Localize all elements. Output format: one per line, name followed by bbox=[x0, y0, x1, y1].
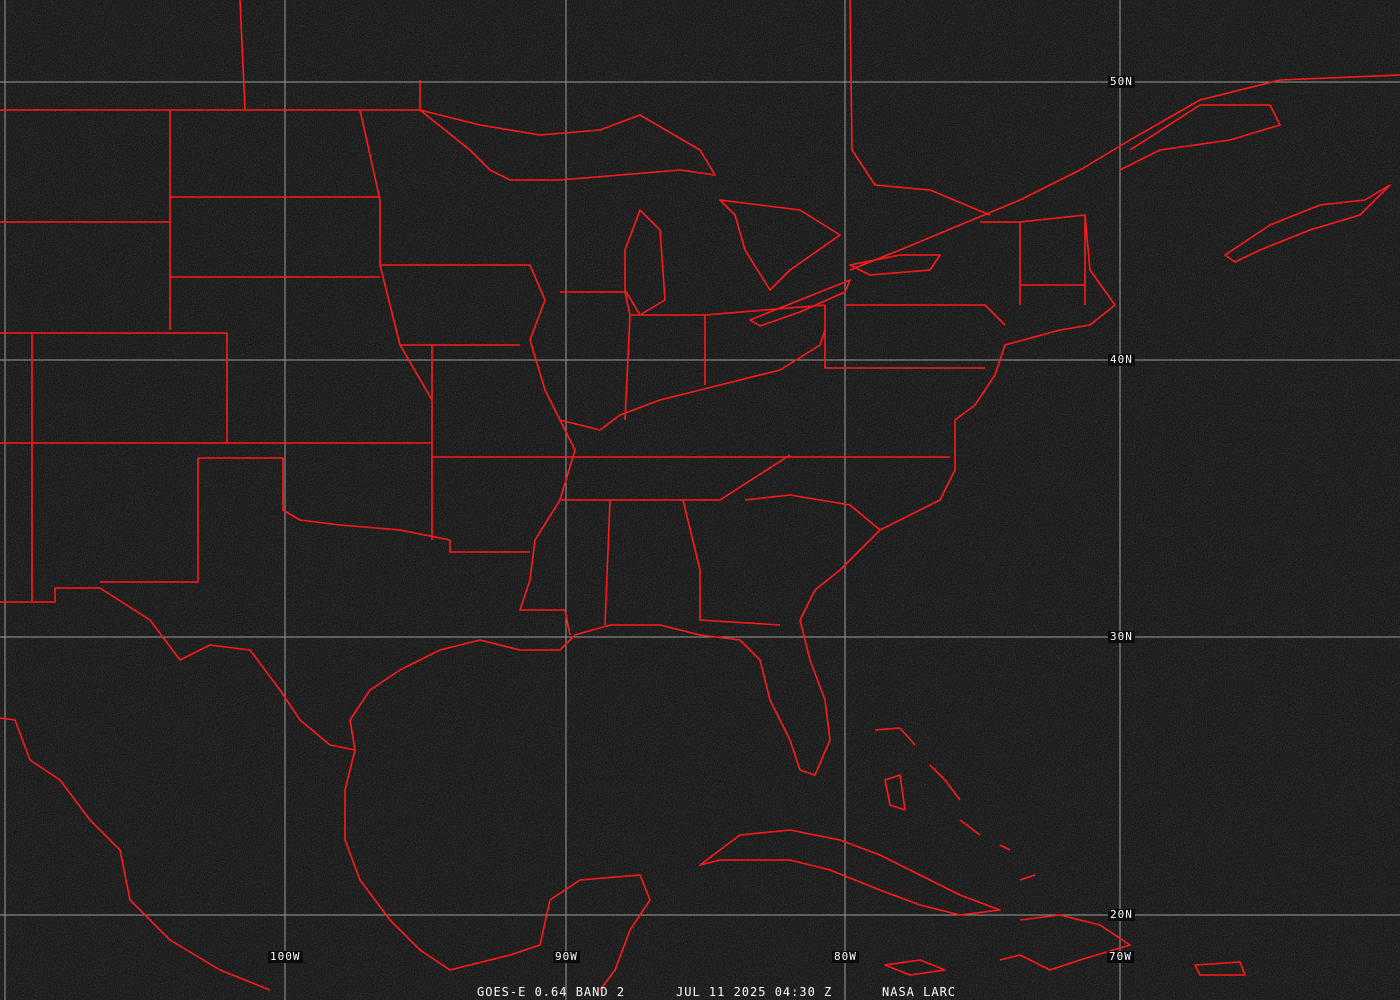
lon-label-100w: 100W bbox=[268, 950, 303, 963]
lon-label-70w: 70W bbox=[1107, 950, 1134, 963]
coastline-pacific-mexico bbox=[0, 717, 271, 991]
coastline-canada bbox=[849, 74, 1400, 271]
cuba bbox=[699, 829, 1001, 916]
puerto-rico bbox=[1194, 961, 1246, 976]
bahamas bbox=[874, 727, 1036, 881]
lon-label-80w: 80W bbox=[832, 950, 859, 963]
satellite-band: GOES-E 0.64 BAND 2 bbox=[477, 985, 626, 999]
lon-label-90w: 90W bbox=[553, 950, 580, 963]
jamaica bbox=[884, 959, 946, 976]
lat-label-40n: 40N bbox=[1108, 353, 1135, 366]
lake-ontario bbox=[849, 254, 941, 276]
lake-superior bbox=[419, 109, 716, 181]
image-caption: GOES-E 0.64 BAND 2 JUL 11 2025 04:30 Z N… bbox=[0, 985, 1400, 999]
hudson-bay-shore bbox=[849, 0, 991, 216]
coastline-nova-scotia bbox=[1224, 184, 1391, 263]
lake-erie bbox=[749, 279, 851, 327]
lat-label-30n: 30N bbox=[1108, 630, 1135, 643]
image-credit: NASA LARC bbox=[882, 985, 957, 999]
coastline-gaspe bbox=[1119, 104, 1281, 171]
state-borders bbox=[0, 0, 1116, 751]
lake-huron bbox=[719, 199, 841, 291]
lat-label-50n: 50N bbox=[1108, 75, 1135, 88]
lat-label-20n: 20N bbox=[1108, 908, 1135, 921]
coastline-east-gulf bbox=[344, 304, 1116, 991]
image-datetime: JUL 11 2025 04:30 Z bbox=[676, 985, 833, 999]
hispaniola bbox=[999, 914, 1131, 971]
